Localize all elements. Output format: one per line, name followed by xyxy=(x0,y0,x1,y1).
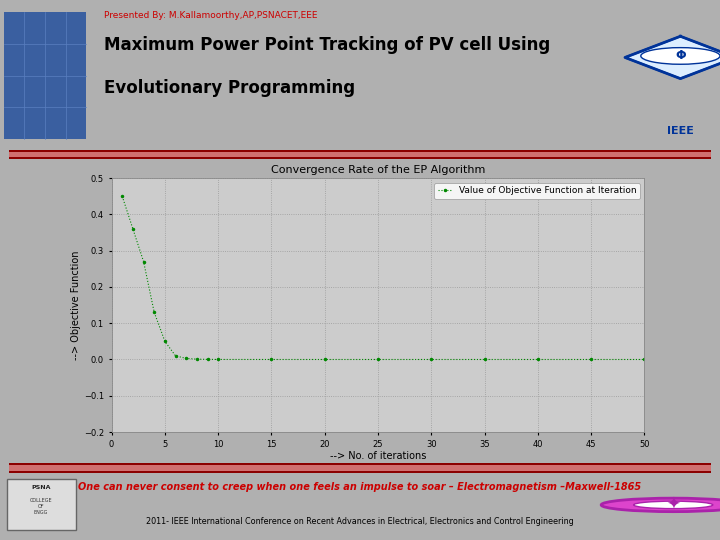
Text: ✦: ✦ xyxy=(666,496,680,514)
Value of Objective Function at Iteration xyxy=(182,355,191,362)
Value of Objective Function at Iteration xyxy=(480,356,489,363)
FancyBboxPatch shape xyxy=(9,150,711,159)
Value of Objective Function at Iteration xyxy=(150,309,158,315)
Circle shape xyxy=(634,501,713,509)
FancyBboxPatch shape xyxy=(7,480,76,530)
Title: Convergence Rate of the EP Algorithm: Convergence Rate of the EP Algorithm xyxy=(271,165,485,174)
Value of Objective Function at Iteration xyxy=(374,356,382,363)
Value of Objective Function at Iteration xyxy=(640,356,649,363)
Value of Objective Function at Iteration xyxy=(427,356,436,363)
Value of Objective Function at Iteration xyxy=(139,258,148,265)
Value of Objective Function at Iteration xyxy=(129,226,138,232)
FancyBboxPatch shape xyxy=(4,12,86,139)
Text: Evolutionary Programming: Evolutionary Programming xyxy=(104,79,356,97)
Value of Objective Function at Iteration xyxy=(267,356,276,363)
Y-axis label: --> Objective Function: --> Objective Function xyxy=(71,251,81,360)
Value of Objective Function at Iteration xyxy=(214,356,222,363)
Value of Objective Function at Iteration xyxy=(118,193,127,200)
Value of Objective Function at Iteration xyxy=(203,356,212,363)
Text: Maximum Power Point Tracking of PV cell Using: Maximum Power Point Tracking of PV cell … xyxy=(104,36,551,55)
Value of Objective Function at Iteration xyxy=(192,356,201,362)
Text: 2011- IEEE International Conference on Recent Advances in Electrical, Electronic: 2011- IEEE International Conference on R… xyxy=(146,517,574,525)
FancyBboxPatch shape xyxy=(9,463,711,472)
Value of Objective Function at Iteration xyxy=(171,353,180,359)
Text: Presented By: M.Kallamoorthy,AP,PSNACET,EEE: Presented By: M.Kallamoorthy,AP,PSNACET,… xyxy=(104,11,318,19)
FancyBboxPatch shape xyxy=(9,152,711,157)
Text: Φ: Φ xyxy=(675,50,685,63)
Value of Objective Function at Iteration xyxy=(161,338,169,345)
Value of Objective Function at Iteration xyxy=(587,356,595,363)
Text: COLLEGE
OF
ENGG: COLLEGE OF ENGG xyxy=(30,498,53,515)
Legend: Value of Objective Function at Iteration: Value of Objective Function at Iteration xyxy=(434,183,640,199)
Text: IEEE: IEEE xyxy=(667,126,694,136)
FancyBboxPatch shape xyxy=(9,465,711,470)
Circle shape xyxy=(641,48,720,64)
X-axis label: --> No. of iterations: --> No. of iterations xyxy=(330,451,426,461)
Polygon shape xyxy=(625,36,720,79)
Circle shape xyxy=(601,498,720,512)
Text: PSNA: PSNA xyxy=(31,485,51,490)
Value of Objective Function at Iteration xyxy=(534,356,542,363)
Line: Value of Objective Function at Iteration: Value of Objective Function at Iteration xyxy=(120,194,647,362)
Text: One can never consent to creep when one feels an impulse to soar – Electromagnet: One can never consent to creep when one … xyxy=(78,482,642,492)
Value of Objective Function at Iteration xyxy=(320,356,329,363)
